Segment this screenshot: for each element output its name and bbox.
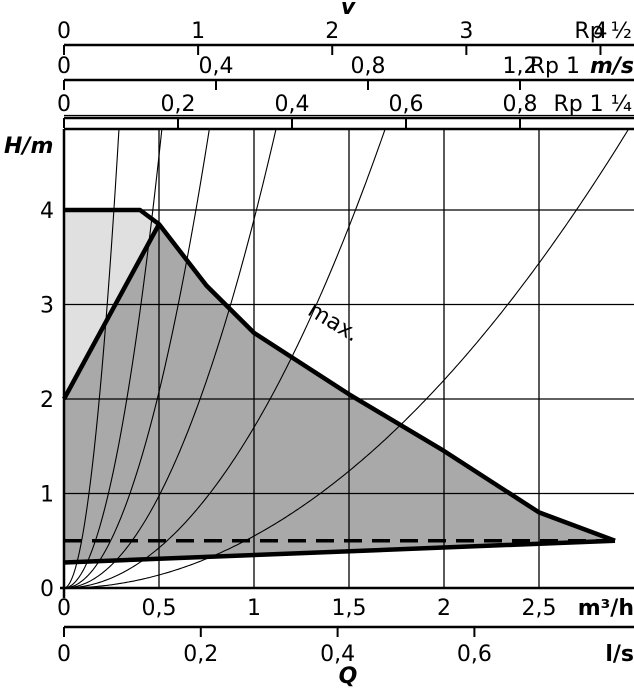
- y-tick-label: 1: [40, 483, 54, 508]
- velocity-tick-label: 0,6: [389, 92, 424, 117]
- velocity-tick-label: 1,2: [503, 54, 538, 79]
- axes: [60, 43, 634, 637]
- system-curves: [64, 129, 630, 588]
- max-curve: [64, 207, 616, 543]
- velocity-axis-title: v: [341, 0, 356, 20]
- pump-curves: [62, 207, 616, 565]
- y-tick-label: 2: [40, 388, 54, 413]
- system-curve: [64, 129, 630, 588]
- velocity-tick-label: 0,8: [351, 54, 386, 79]
- min-curve: [62, 223, 161, 401]
- system-curve: [64, 129, 163, 588]
- velocity-tick-label: 0,2: [161, 92, 196, 117]
- x-tick-label: 1,5: [332, 596, 367, 621]
- y-tick-label: 3: [40, 294, 54, 319]
- velocity-tick-label: 0: [57, 19, 71, 44]
- y-axis-label: H/m: [4, 134, 53, 159]
- system-curve: [64, 129, 386, 588]
- x-tick-label: 1: [247, 596, 261, 621]
- velocity-tick-label: 0: [57, 54, 71, 79]
- x-tick-label: 0: [57, 596, 71, 621]
- velocity-unit-label: m/s: [590, 54, 634, 79]
- y-tick-label: 0: [40, 577, 54, 602]
- lps-tick-label: 0,6: [457, 642, 492, 667]
- pipe-size-label: Rp 1 ¼: [553, 92, 632, 117]
- lps-unit-label: l/s: [605, 642, 634, 667]
- x-unit-label: m³/h: [578, 596, 634, 621]
- pipe-size-label: Rp 1: [530, 54, 580, 79]
- velocity-tick-label: 1: [191, 19, 205, 44]
- x-tick-label: 2: [437, 596, 451, 621]
- system-curve: [64, 129, 277, 588]
- y-tick-label: 4: [40, 199, 54, 224]
- lps-tick-label: 0: [57, 642, 71, 667]
- x-axis-label: Q: [339, 664, 358, 689]
- pipe-size-label: Rp ½: [574, 19, 632, 44]
- velocity-tick-label: 3: [459, 19, 473, 44]
- velocity-tick-label: 2: [325, 19, 339, 44]
- lps-tick-label: 0,2: [183, 642, 218, 667]
- velocity-tick-label: 0,4: [275, 92, 310, 117]
- grid: [64, 114, 634, 588]
- velocity-tick-label: 0,4: [199, 54, 234, 79]
- velocity-tick-label: 0: [57, 92, 71, 117]
- velocity-tick-label: 4: [593, 19, 607, 44]
- system-curve: [64, 129, 210, 588]
- lower-boundary-line: [63, 538, 616, 565]
- velocity-tick-label: 0,8: [503, 92, 538, 117]
- x-tick-label: 2,5: [522, 596, 557, 621]
- max-region: [64, 224, 615, 563]
- system-curve: [64, 129, 120, 588]
- lps-tick-label: 0,4: [320, 642, 355, 667]
- x-tick-label: 0,5: [142, 596, 177, 621]
